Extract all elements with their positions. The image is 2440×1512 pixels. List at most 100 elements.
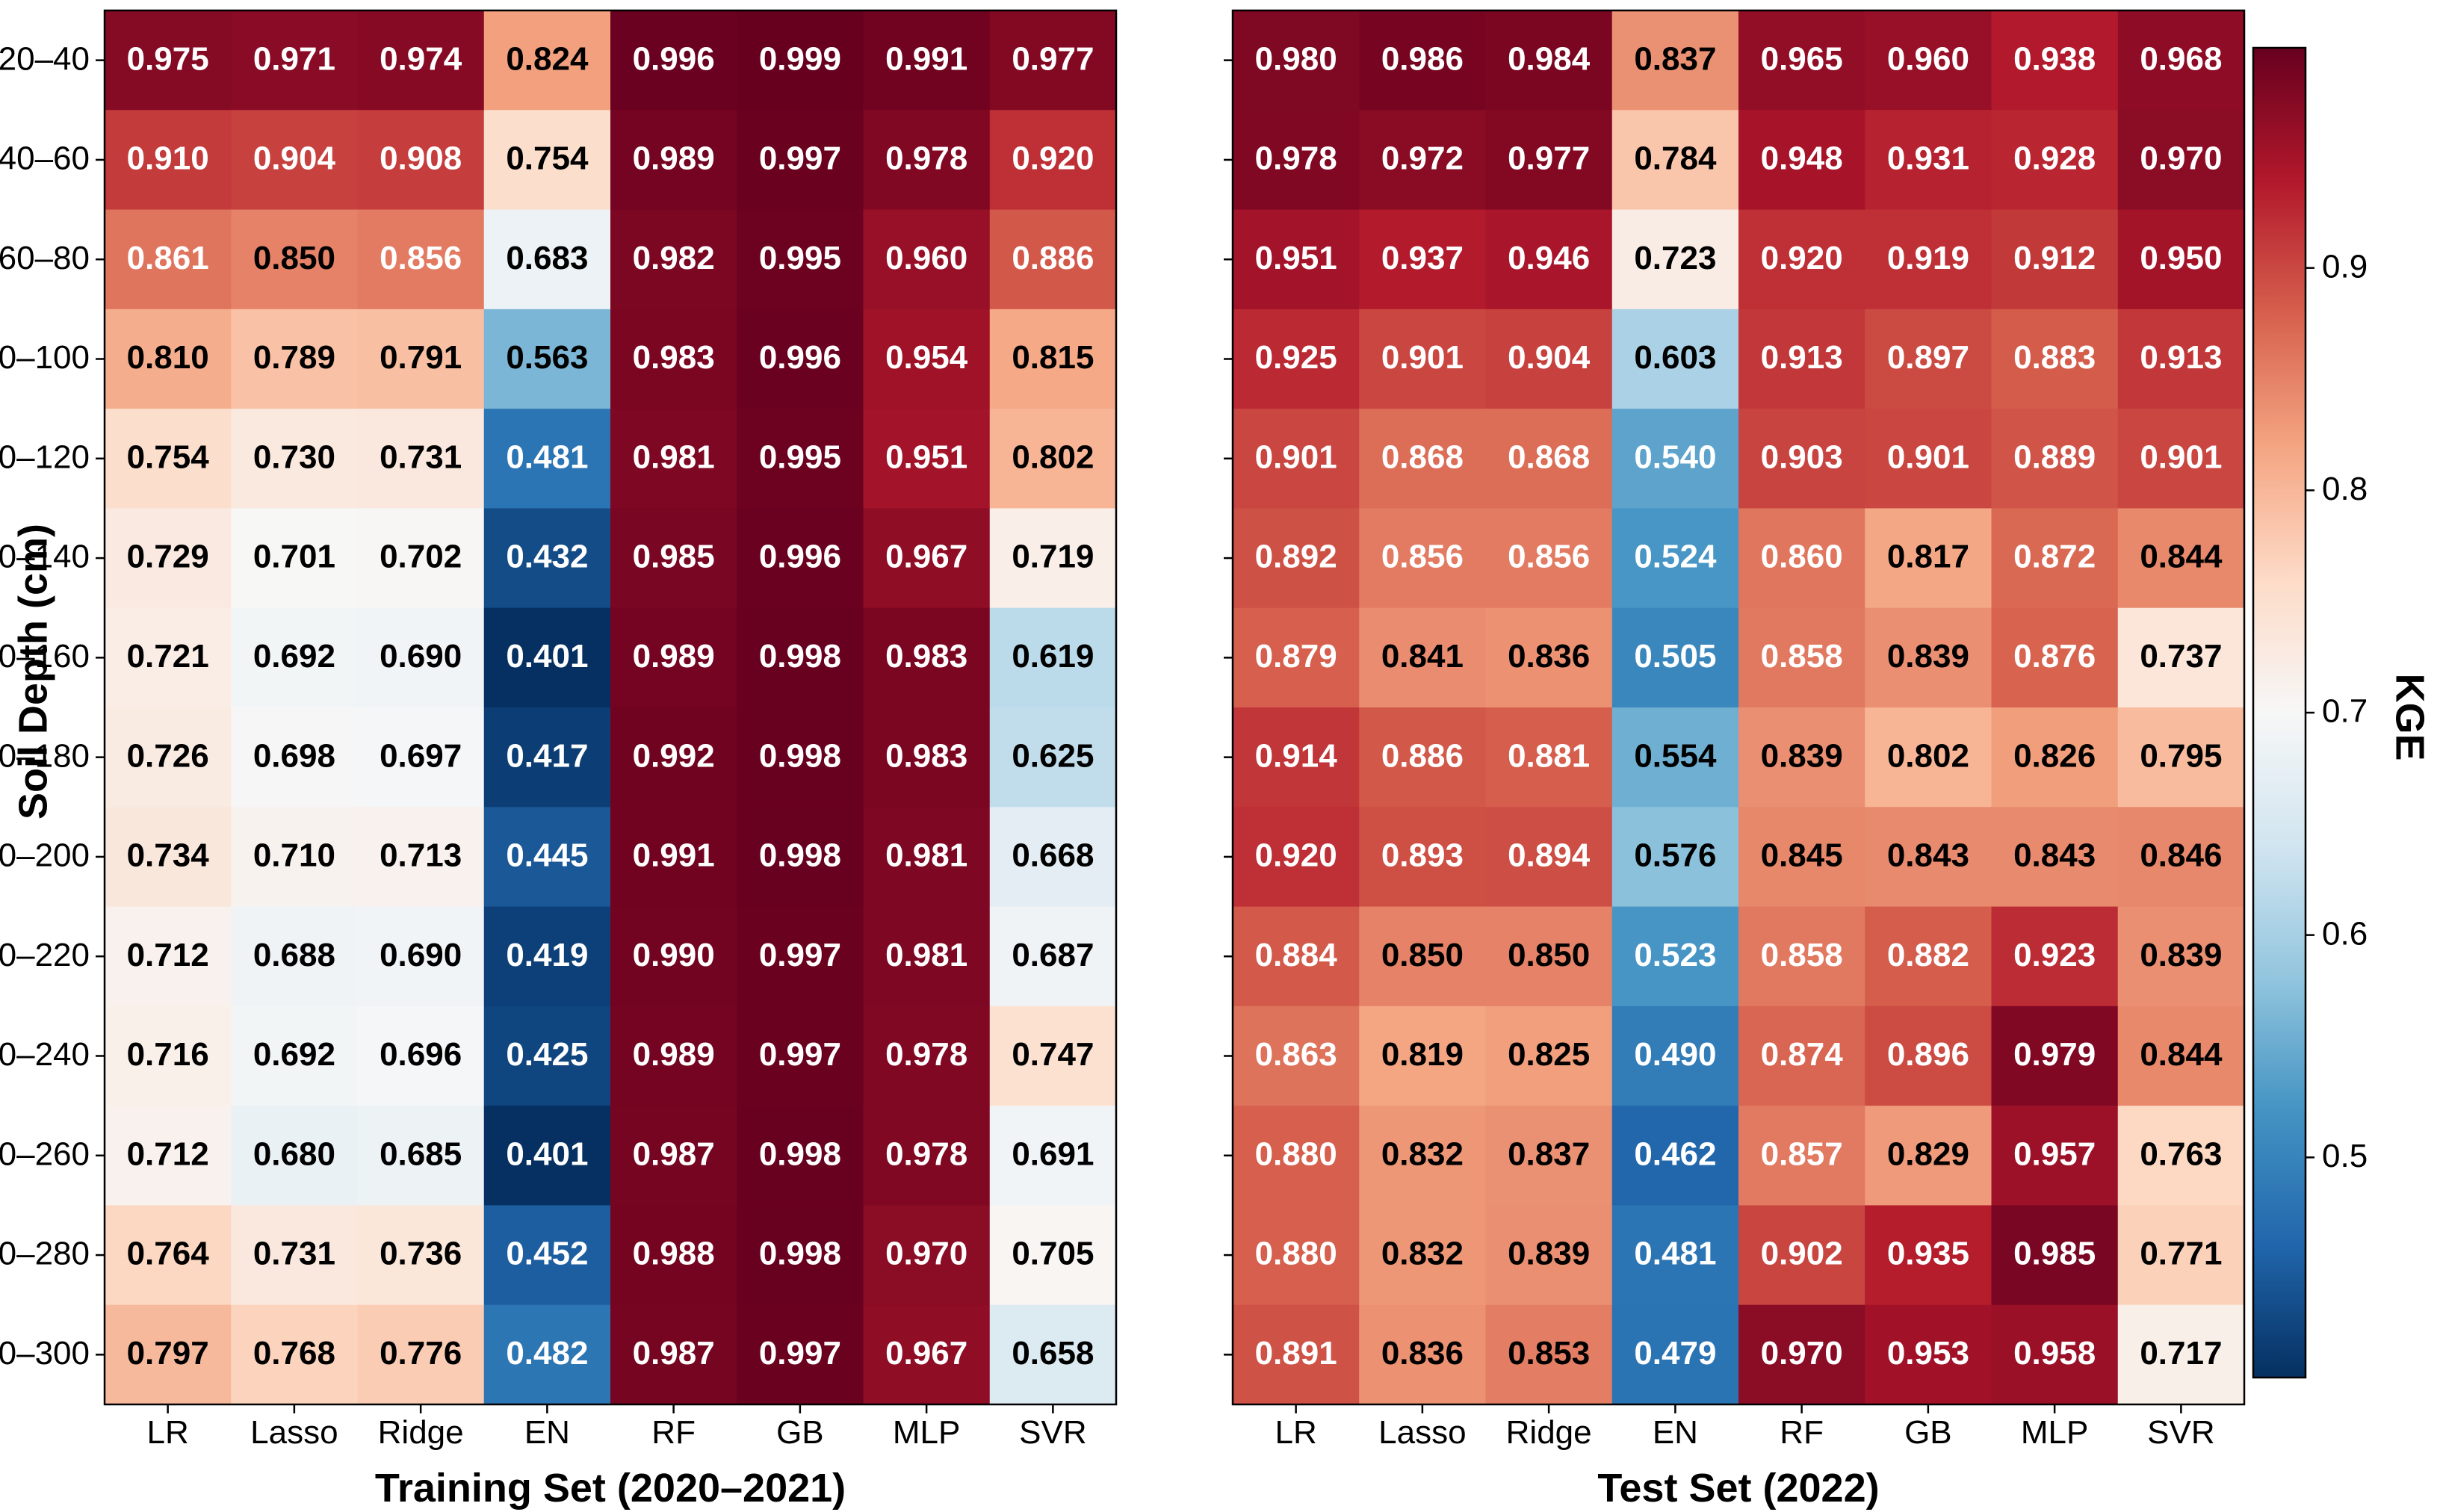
- heatmap-cell-label: 0.856: [1381, 539, 1464, 575]
- heatmap-cell-label: 0.563: [506, 339, 588, 376]
- x-tick-label: SVR: [1019, 1414, 1086, 1451]
- heatmap-cell-label: 0.482: [506, 1335, 588, 1372]
- heatmap-cell-label: 0.901: [1255, 439, 1337, 475]
- heatmap-cell: [1738, 807, 1865, 908]
- heatmap-cell: [231, 1205, 359, 1306]
- heatmap-cell: [989, 707, 1117, 808]
- heatmap-cell-label: 0.736: [380, 1236, 462, 1272]
- heatmap-cell: [483, 807, 611, 908]
- heatmap-cell-label: 0.705: [1012, 1236, 1094, 1272]
- heatmap-cell: [2117, 807, 2245, 908]
- heatmap-cell-label: 0.991: [885, 40, 967, 77]
- heatmap-cell-label: 0.937: [1381, 240, 1464, 276]
- heatmap-cell: [1738, 110, 1865, 211]
- heatmap-cell-label: 0.668: [1012, 837, 1094, 874]
- heatmap-cell-label: 0.701: [253, 539, 335, 575]
- heatmap-cell-label: 0.692: [253, 1036, 335, 1073]
- heatmap-cell-label: 0.843: [2013, 837, 2096, 874]
- heatmap-cell-label: 0.983: [885, 737, 967, 774]
- y-tick-label: 260–280: [0, 1236, 90, 1272]
- heatmap-cell-label: 0.997: [759, 1036, 841, 1073]
- heatmap-cell: [1485, 209, 1613, 310]
- heatmap-cell: [2117, 1106, 2245, 1206]
- heatmap-cell: [105, 1006, 232, 1106]
- heatmap-cell-label: 0.824: [506, 40, 589, 77]
- heatmap-cell: [1991, 707, 2119, 808]
- heatmap-cell-label: 0.996: [633, 40, 715, 77]
- heatmap-cell-label: 0.853: [1508, 1335, 1590, 1372]
- heatmap-cell-label: 0.967: [885, 1335, 967, 1372]
- heatmap-cell: [1359, 906, 1487, 1007]
- heatmap-cell: [231, 10, 359, 111]
- heatmap-cell-label: 0.992: [633, 737, 715, 774]
- heatmap-cell: [1991, 10, 2119, 111]
- heatmap-cell-label: 0.920: [1012, 140, 1094, 177]
- heatmap-cell-label: 0.889: [2013, 439, 2096, 475]
- heatmap-cell-label: 0.904: [1508, 339, 1591, 376]
- heatmap-cell-label: 0.913: [1761, 339, 1843, 376]
- heatmap-cell: [863, 409, 991, 509]
- heatmap-cell: [1233, 1304, 1360, 1405]
- heatmap-cell: [1865, 807, 1992, 908]
- heatmap-cell: [1233, 209, 1360, 310]
- x-tick-label: EN: [1653, 1414, 1698, 1451]
- x-tick-label: Ridge: [378, 1414, 464, 1451]
- heatmap-cell-label: 0.734: [127, 837, 210, 874]
- heatmap-cell: [1991, 309, 2119, 409]
- heatmap-cell: [989, 309, 1117, 409]
- heatmap-cell: [737, 508, 864, 609]
- heatmap-cell-label: 0.978: [885, 1036, 967, 1073]
- heatmap-cell-label: 0.843: [1887, 837, 1969, 874]
- heatmap-cell-label: 0.914: [1255, 737, 1338, 774]
- heatmap-cell-label: 0.903: [1761, 439, 1843, 475]
- heatmap-cell-label: 0.925: [1255, 339, 1337, 376]
- heatmap-cell: [231, 309, 359, 409]
- heatmap-cell-label: 0.797: [127, 1335, 209, 1372]
- heatmap-cell-label: 0.985: [2013, 1236, 2096, 1272]
- heatmap-cell: [1485, 309, 1613, 409]
- heatmap-cell: [1991, 1205, 2119, 1306]
- heatmap-cell-label: 0.717: [2140, 1335, 2222, 1372]
- heatmap-cell: [1611, 209, 1739, 310]
- colorbar-tick-label: 0.9: [2322, 248, 2368, 285]
- heatmap-cell-label: 0.882: [1887, 937, 1969, 973]
- heatmap-cell-label: 0.839: [1761, 737, 1843, 774]
- heatmap-cell-label: 0.540: [1634, 439, 1716, 475]
- heatmap-cell: [989, 906, 1117, 1007]
- heatmap-cell: [737, 10, 864, 111]
- heatmap-cell-label: 0.802: [1012, 439, 1094, 475]
- heatmap-cell-label: 0.983: [885, 638, 967, 675]
- heatmap-cell-label: 0.858: [1761, 638, 1843, 675]
- heatmap-cell-label: 0.995: [759, 439, 841, 475]
- heatmap-cell: [863, 906, 991, 1007]
- heatmap-cell-label: 0.910: [127, 140, 209, 177]
- heatmap-cell: [483, 1304, 611, 1405]
- heatmap-cell: [483, 409, 611, 509]
- heatmap-cell-label: 0.747: [1012, 1036, 1094, 1073]
- heatmap-cell: [357, 1205, 485, 1306]
- heatmap-cell: [105, 1205, 232, 1306]
- y-tick-label: 280–300: [0, 1335, 90, 1372]
- heatmap-cell-label: 0.505: [1634, 638, 1716, 675]
- heatmap-cell-label: 0.731: [253, 1236, 335, 1272]
- heatmap-cell: [357, 409, 485, 509]
- heatmap-cell: [1865, 1006, 1992, 1106]
- heatmap-cell: [863, 309, 991, 409]
- heatmap-cell: [863, 807, 991, 908]
- heatmap-cell: [1611, 1006, 1739, 1106]
- heatmap-cell-label: 0.978: [885, 140, 967, 177]
- heatmap-cell-label: 0.791: [380, 339, 462, 376]
- heatmap-cell-label: 0.951: [1255, 240, 1337, 276]
- x-tick-label: RF: [1780, 1414, 1824, 1451]
- heatmap-cell-label: 0.960: [1887, 40, 1969, 77]
- heatmap-cell-label: 0.763: [2140, 1135, 2222, 1172]
- heatmap-cell-label: 0.951: [885, 439, 967, 475]
- heatmap-cell-label: 0.680: [253, 1135, 335, 1172]
- heatmap-cell-label: 0.850: [1508, 937, 1590, 973]
- heatmap-cell-label: 0.858: [1761, 937, 1843, 973]
- heatmap-cell-label: 0.721: [127, 638, 209, 675]
- heatmap-cell: [1359, 707, 1487, 808]
- heatmap-cell: [1738, 607, 1865, 708]
- heatmap-cell: [989, 1106, 1117, 1206]
- heatmap-cell: [357, 110, 485, 211]
